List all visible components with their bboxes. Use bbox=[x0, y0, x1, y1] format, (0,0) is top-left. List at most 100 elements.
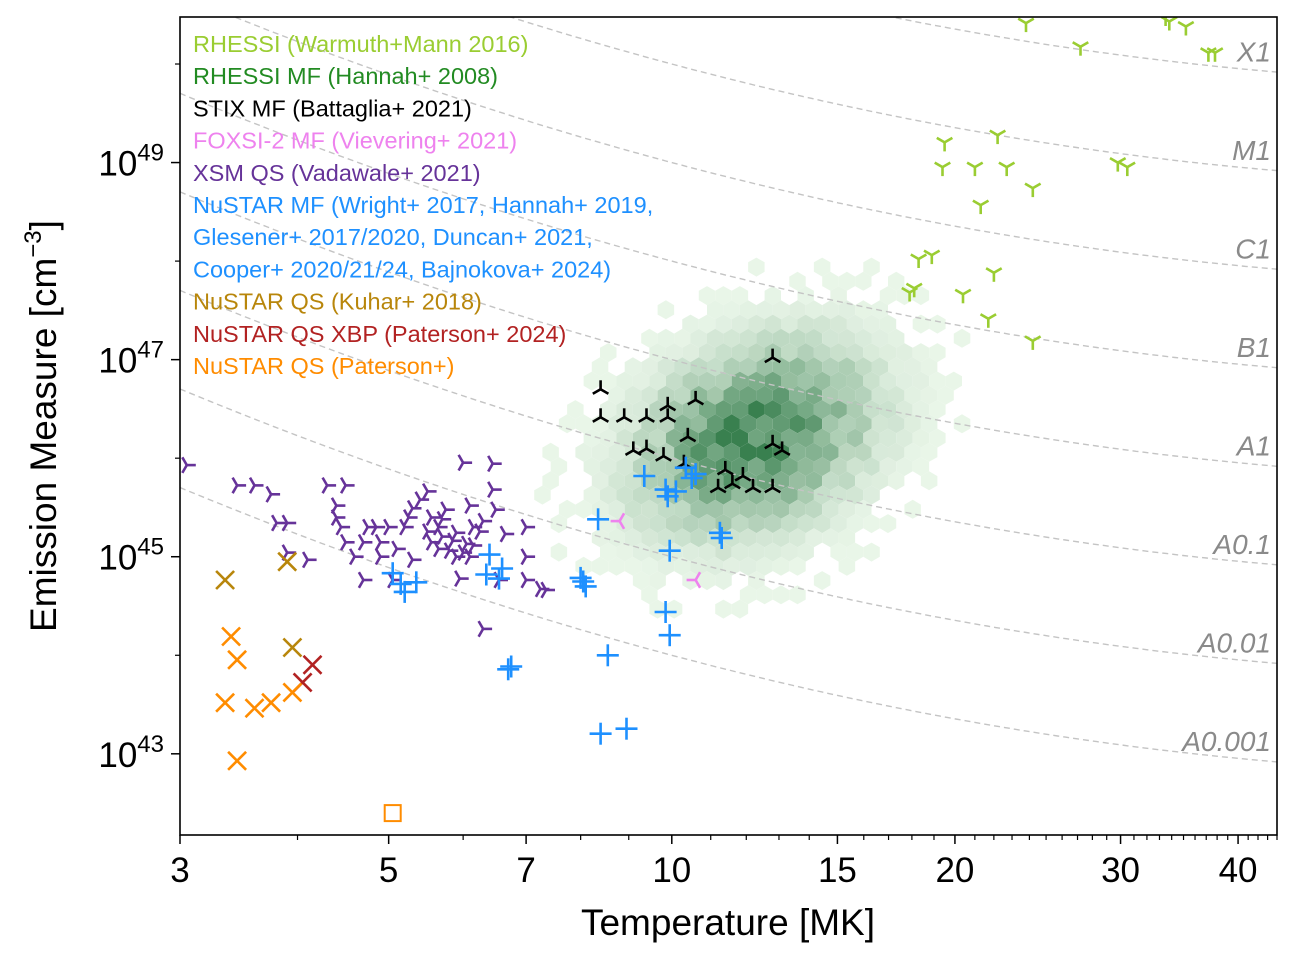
density-hexbin bbox=[649, 599, 666, 619]
density-hexbin bbox=[879, 428, 897, 448]
density-hexbin bbox=[929, 428, 946, 448]
density-hexbin bbox=[665, 371, 683, 391]
data-point bbox=[664, 480, 687, 503]
goes-line-m1 bbox=[508, 17, 1277, 172]
data-point bbox=[709, 478, 727, 494]
data-point bbox=[475, 563, 498, 586]
density-hexbin bbox=[797, 542, 814, 562]
density-hexbin bbox=[715, 400, 732, 420]
density-hexbin bbox=[731, 371, 749, 391]
density-hexbin bbox=[624, 556, 642, 576]
density-hexbin bbox=[756, 585, 773, 605]
density-hexbin bbox=[805, 300, 823, 320]
density-hexbin bbox=[715, 286, 732, 306]
density-hexbin bbox=[879, 371, 897, 391]
data-point bbox=[357, 533, 373, 551]
density-hexbin bbox=[748, 485, 765, 505]
goes-class-lines bbox=[180, 17, 1277, 763]
legend-entry: FOXSI-2 MF (Vievering+ 2021) bbox=[193, 128, 517, 154]
density-hexbin bbox=[756, 414, 773, 434]
data-point bbox=[744, 478, 762, 494]
density-hexbin bbox=[830, 428, 847, 448]
density-hexbin bbox=[665, 457, 683, 477]
density-hexbin bbox=[731, 599, 749, 619]
data-point bbox=[440, 501, 455, 519]
data-point bbox=[321, 476, 337, 494]
density-hexbin bbox=[665, 343, 683, 363]
data-point bbox=[406, 499, 422, 517]
density-hexbin bbox=[904, 442, 921, 462]
density-hexbin bbox=[838, 328, 856, 348]
data-point bbox=[457, 454, 473, 472]
density-hexbin bbox=[624, 442, 642, 462]
density-hexbin bbox=[624, 357, 642, 377]
data-point bbox=[520, 518, 536, 536]
legend-entry: NuSTAR MF (Wright+ 2017, Hannah+ 2019, bbox=[193, 192, 653, 218]
data-point bbox=[487, 481, 502, 499]
density-hexbin bbox=[912, 428, 930, 448]
y-axis-label: Emission Measure [cm−3] bbox=[20, 220, 64, 632]
density-hexbin bbox=[748, 371, 765, 391]
density-hexbin bbox=[830, 286, 847, 306]
data-point bbox=[596, 644, 619, 667]
density-hexbin bbox=[575, 414, 592, 434]
density-hexbin bbox=[698, 428, 716, 448]
density-hexbin bbox=[657, 385, 675, 405]
density-hexbin bbox=[690, 328, 707, 348]
density-hexbin bbox=[698, 371, 716, 391]
density-hexbin bbox=[805, 414, 823, 434]
data-point bbox=[436, 510, 452, 528]
density-hexbin bbox=[690, 414, 707, 434]
data-point bbox=[1118, 161, 1136, 177]
density-hexbin bbox=[871, 471, 888, 491]
data-point bbox=[1177, 20, 1195, 36]
density-hexbin bbox=[772, 585, 790, 605]
data-point bbox=[477, 620, 493, 638]
density-hexbin bbox=[657, 300, 675, 320]
density-hexbin bbox=[707, 328, 724, 348]
data-point bbox=[302, 654, 323, 675]
density-hexbin bbox=[846, 542, 864, 562]
density-hexbin bbox=[797, 514, 814, 534]
data-point bbox=[610, 512, 626, 530]
data-point bbox=[1024, 335, 1042, 350]
density-hexbin bbox=[838, 528, 856, 548]
data-point bbox=[383, 804, 402, 823]
density-hexbin bbox=[772, 499, 790, 519]
data-point bbox=[687, 390, 705, 406]
density-hexbin bbox=[649, 457, 666, 477]
density-hexbin bbox=[690, 442, 707, 462]
data-point bbox=[370, 518, 386, 536]
data-point bbox=[686, 571, 702, 589]
density-hexbin bbox=[863, 542, 880, 562]
data-point bbox=[624, 441, 642, 457]
y-axis-ticks: 1043 1045 1047 1049 bbox=[98, 63, 180, 775]
density-hexbin bbox=[789, 414, 806, 434]
data-point bbox=[1206, 47, 1224, 62]
density-hexbin bbox=[575, 499, 592, 519]
density-hexbin bbox=[855, 357, 872, 377]
density-hexbin bbox=[781, 400, 798, 420]
data-point bbox=[391, 540, 406, 558]
density-hexbin bbox=[863, 257, 880, 277]
data-point bbox=[936, 136, 954, 152]
data-point bbox=[638, 439, 655, 455]
density-hexbin bbox=[575, 442, 592, 462]
density-hexbin bbox=[805, 357, 823, 377]
x-tick-label: 7 bbox=[516, 851, 535, 890]
data-point bbox=[339, 533, 355, 551]
plot-frame bbox=[179, 16, 1278, 836]
density-hexbin bbox=[674, 385, 691, 405]
density-hexbin bbox=[690, 357, 707, 377]
density-hexbin bbox=[600, 457, 617, 477]
density-hexbin bbox=[781, 485, 798, 505]
data-point bbox=[261, 692, 282, 713]
density-hexbin bbox=[888, 385, 905, 405]
density-hexbin bbox=[871, 442, 888, 462]
density-hexbin bbox=[641, 385, 658, 405]
data-point bbox=[934, 161, 951, 177]
density-hexbin bbox=[600, 400, 617, 420]
goes-line-a0_1 bbox=[180, 289, 1277, 566]
density-hexbin bbox=[888, 471, 905, 491]
density-hexbin bbox=[805, 442, 823, 462]
